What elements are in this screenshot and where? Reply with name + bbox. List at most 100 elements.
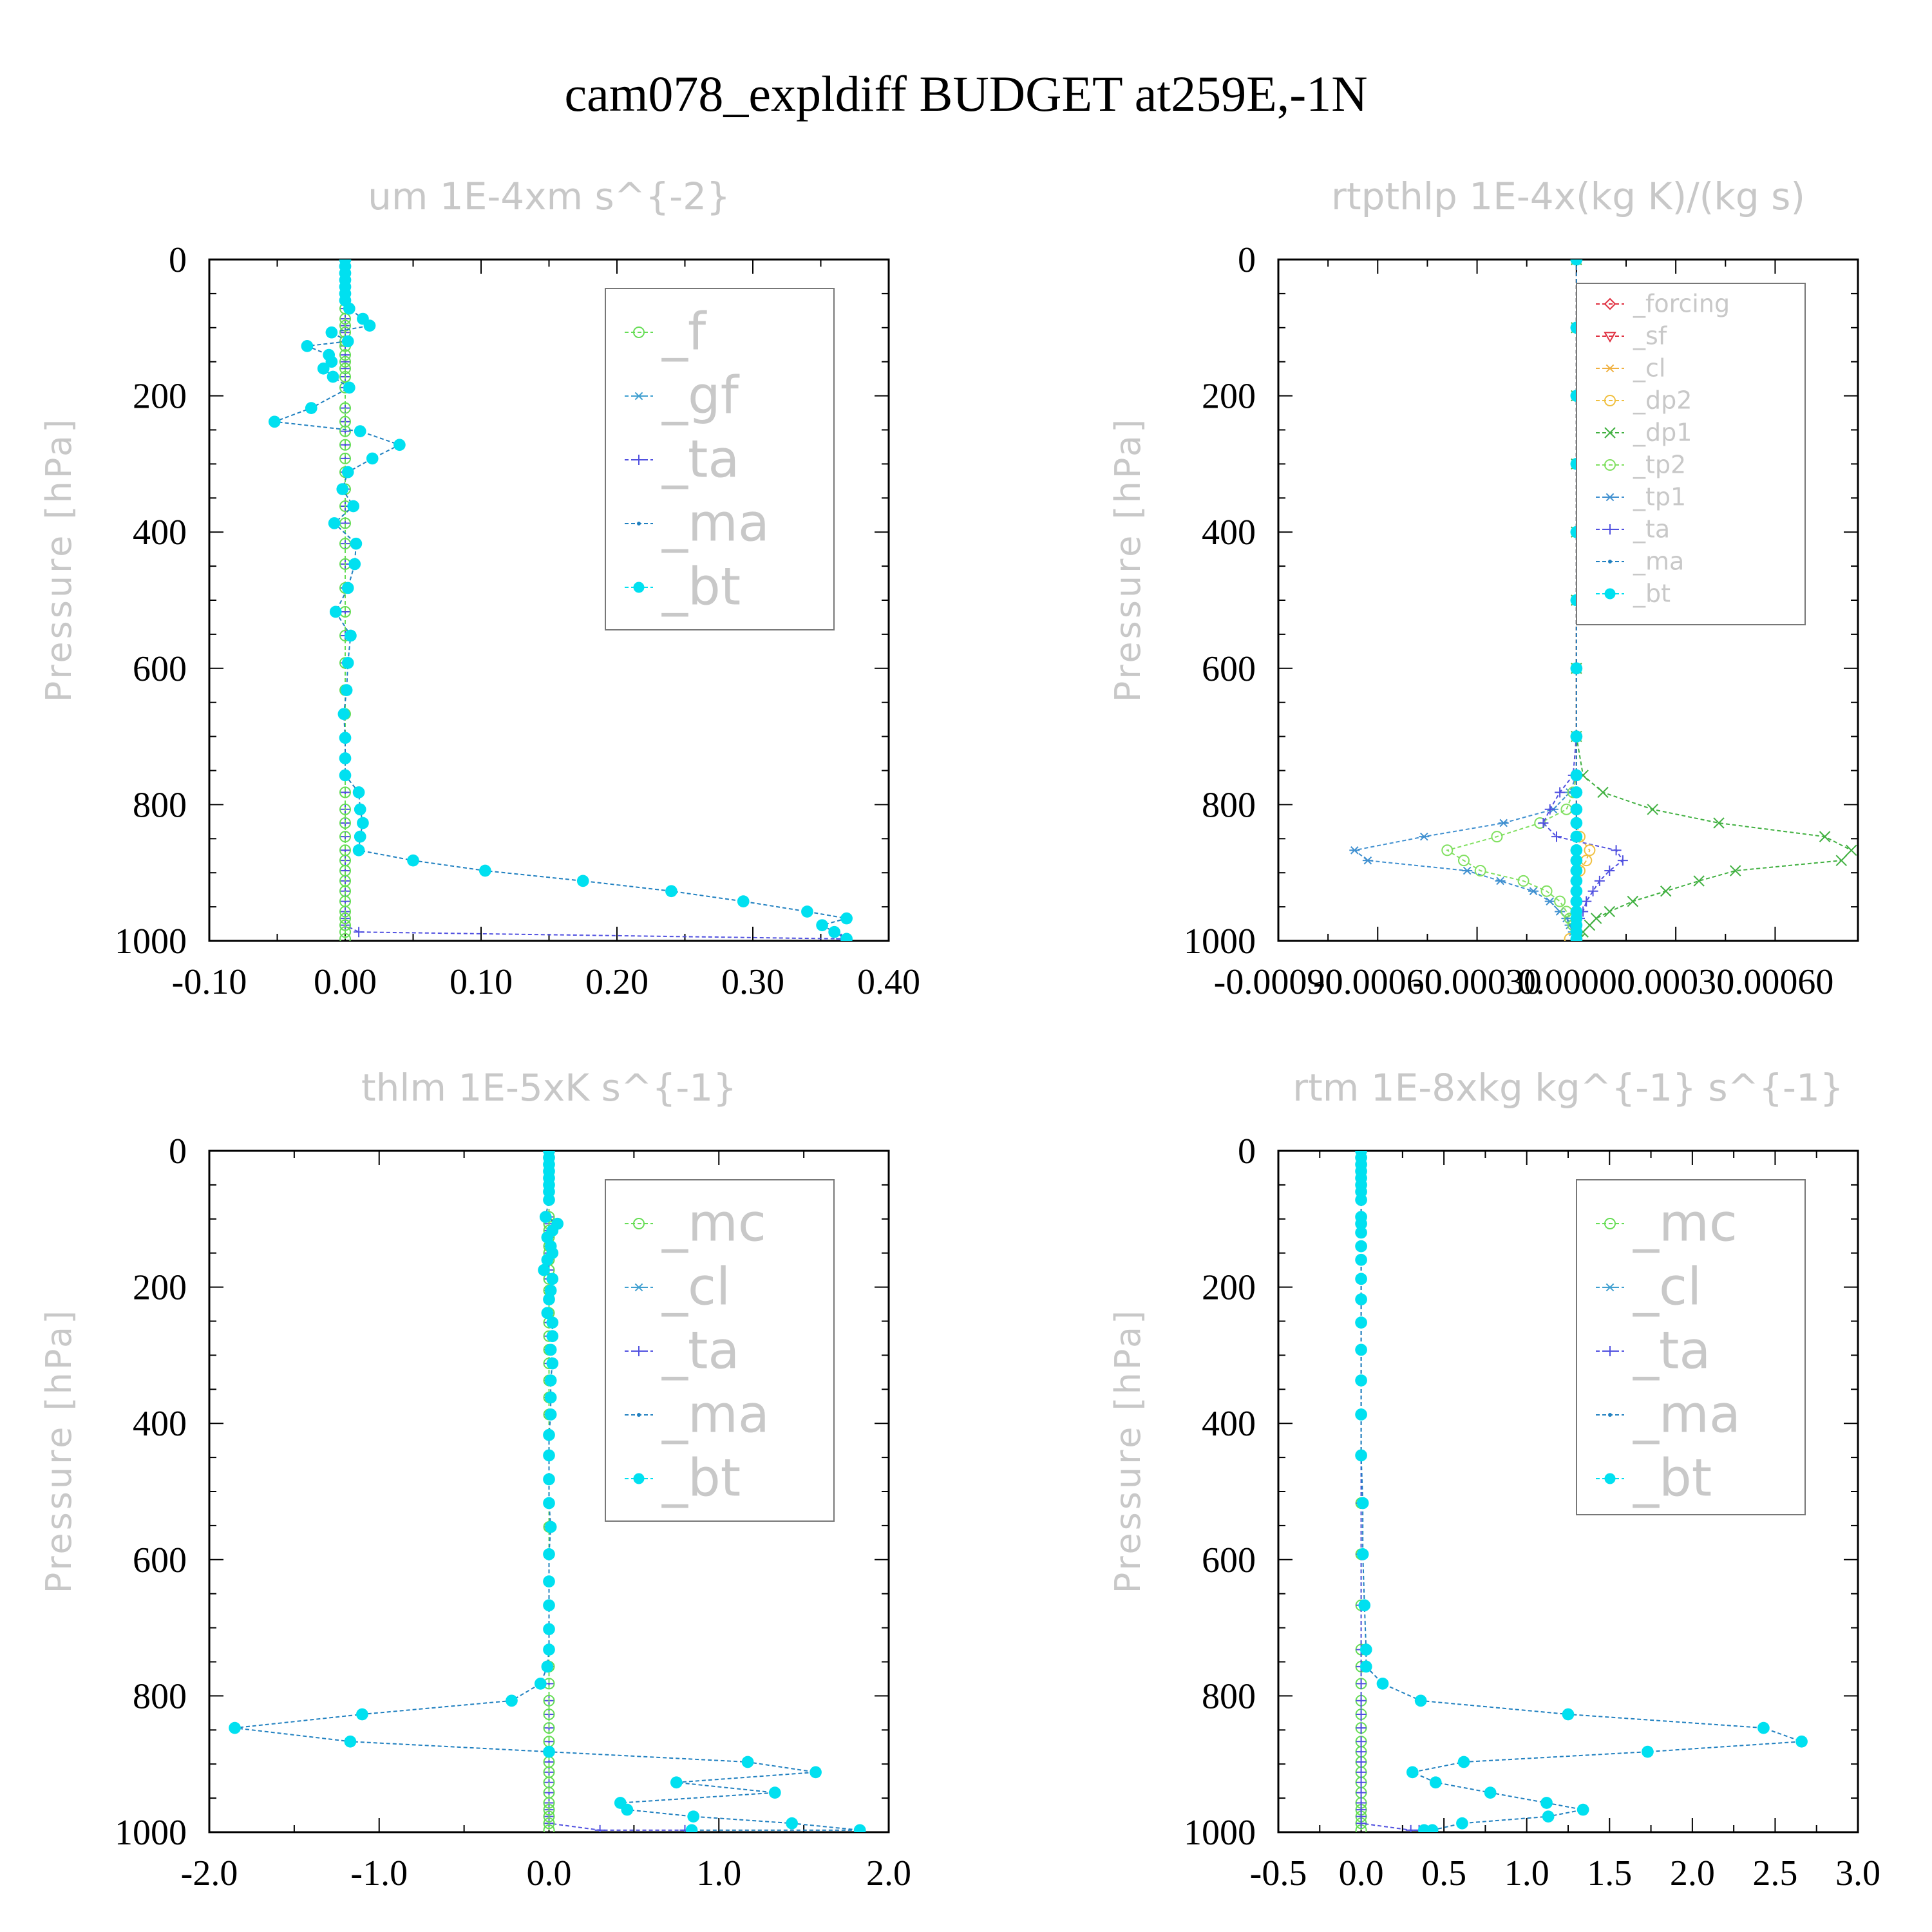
y-axis-label: Pressure [hPa] <box>39 1308 79 1593</box>
point-bt <box>301 340 314 352</box>
point-bt <box>1570 769 1583 782</box>
x-tick-label: -1.0 <box>350 1853 408 1893</box>
point-f <box>339 363 351 375</box>
y-tick-label: 200 <box>133 377 187 417</box>
point-f <box>339 831 351 843</box>
point-tp1 <box>1528 887 1539 896</box>
point-bt <box>543 1623 555 1636</box>
point-bt <box>1355 1273 1367 1285</box>
x-tick-label: -0.00090 <box>1214 962 1343 1002</box>
point-dp1 <box>1713 817 1725 829</box>
x-tick-label: -0.5 <box>1250 1853 1307 1893</box>
legend-label: _mc <box>661 1193 766 1253</box>
point-bt <box>305 402 317 414</box>
x-tick-label: 0.0 <box>1339 1853 1384 1893</box>
point-bt <box>1429 1776 1442 1789</box>
legend-marker <box>637 1413 641 1417</box>
point-mc <box>543 1797 555 1809</box>
x-tick-label: 0.10 <box>450 962 513 1002</box>
point-bt <box>544 1520 557 1533</box>
y-tick-label: 0 <box>169 1132 187 1171</box>
y-tick-label: 200 <box>1202 377 1256 417</box>
y-tick-label: 1000 <box>1184 922 1256 961</box>
legend-label: _cl <box>1633 354 1665 383</box>
legend-marker <box>634 392 644 401</box>
point-f <box>339 803 351 815</box>
legend-marker <box>633 327 645 338</box>
point-tp2 <box>1517 875 1530 887</box>
legend-label: _ma <box>1633 1384 1741 1444</box>
point-bt <box>352 786 365 799</box>
series-line-ta <box>1360 1151 1419 1831</box>
point-bt <box>541 1660 554 1673</box>
x-tick-label: 0.0 <box>527 1853 572 1893</box>
y-tick-label: 600 <box>133 649 187 689</box>
point-bt <box>1577 1803 1589 1816</box>
point-bt <box>1456 1817 1468 1830</box>
point-bt <box>1757 1721 1770 1734</box>
point-bt <box>1570 730 1583 743</box>
point-bt <box>534 1678 547 1690</box>
point-bt <box>543 1473 555 1486</box>
point-bt <box>670 1776 683 1789</box>
legend-marker <box>1605 524 1615 535</box>
point-bt <box>339 732 352 744</box>
point-bt <box>1406 1766 1419 1779</box>
point-bt <box>801 905 813 918</box>
point-tp1 <box>1462 866 1473 875</box>
point-f <box>339 452 351 464</box>
series-line-tp1 <box>1352 260 1577 940</box>
point-ta <box>1356 1818 1367 1829</box>
series-group <box>268 260 853 941</box>
point-bt <box>1355 1316 1367 1329</box>
figure-title: cam078_expldiff BUDGET at259E,-1N <box>564 66 1367 122</box>
point-f <box>339 415 351 428</box>
point-bt <box>1570 803 1583 816</box>
x-tick-label: -2.0 <box>181 1853 238 1893</box>
point-ta <box>1604 866 1615 876</box>
legend-box <box>1576 283 1806 625</box>
point-f <box>339 402 351 414</box>
point-bt <box>541 1253 554 1266</box>
y-tick-label: 1000 <box>1184 1813 1256 1853</box>
point-ta <box>1581 896 1592 907</box>
point-f <box>339 786 351 799</box>
y-tick-label: 800 <box>133 1676 187 1716</box>
point-tp2 <box>1554 895 1566 907</box>
legend-marker <box>1604 1473 1616 1484</box>
point-ta <box>1356 1757 1367 1768</box>
point-bt <box>341 582 354 594</box>
point-bt <box>687 1810 700 1823</box>
point-bt <box>327 370 339 383</box>
point-bt <box>337 708 350 721</box>
legend-marker <box>633 1473 645 1484</box>
point-bt <box>1570 864 1583 877</box>
point-bt <box>1355 1343 1367 1356</box>
point-bt <box>393 439 406 451</box>
point-dp2 <box>1580 855 1593 867</box>
point-ta <box>1356 1777 1367 1788</box>
legend-label: _forcing <box>1633 290 1730 318</box>
x-tick-label: 0.00060 <box>1716 962 1833 1002</box>
point-bt <box>1356 1497 1369 1510</box>
y-tick-label: 800 <box>133 785 187 825</box>
legend-marker <box>1605 1346 1615 1356</box>
legend-label: _tp2 <box>1633 451 1686 479</box>
point-tp1 <box>1349 846 1360 855</box>
point-dp2 <box>1584 844 1596 857</box>
point-dp1 <box>1627 895 1638 907</box>
point-bt <box>357 817 369 829</box>
legend-label: _sf <box>1633 322 1668 350</box>
y-tick-label: 800 <box>1202 1676 1256 1716</box>
point-bt <box>543 1293 555 1305</box>
y-tick-label: 1000 <box>115 1813 187 1853</box>
point-tp1 <box>1362 856 1373 865</box>
point-f <box>339 355 351 368</box>
point-bt <box>354 830 366 843</box>
legend-label: _f <box>661 301 707 361</box>
point-mc <box>543 1722 555 1734</box>
point-mc <box>543 1804 555 1816</box>
point-tp1 <box>1555 907 1566 916</box>
point-bt <box>544 1391 557 1404</box>
